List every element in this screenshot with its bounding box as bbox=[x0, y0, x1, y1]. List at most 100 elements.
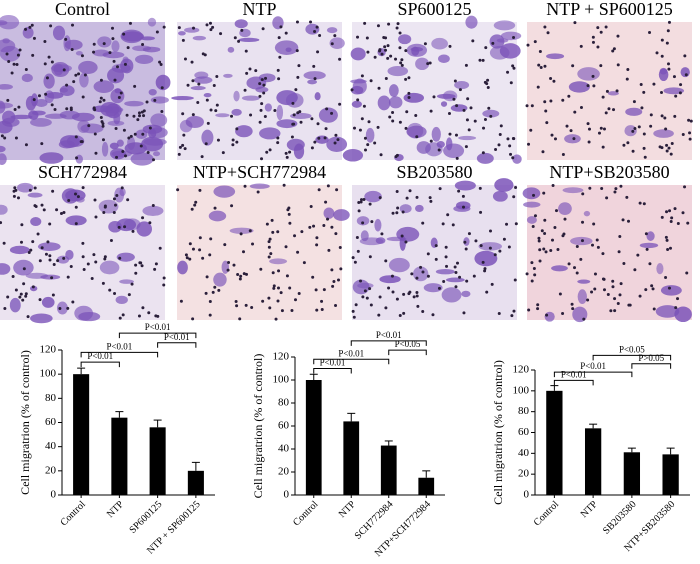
pore bbox=[660, 38, 664, 42]
pore bbox=[573, 266, 577, 270]
pore bbox=[567, 94, 571, 98]
pore bbox=[354, 303, 358, 307]
pore bbox=[497, 312, 501, 316]
cell bbox=[326, 136, 348, 153]
pore bbox=[363, 148, 367, 152]
pore bbox=[29, 248, 33, 252]
pore bbox=[513, 278, 517, 282]
pore bbox=[398, 31, 402, 35]
pore bbox=[118, 256, 122, 260]
pore bbox=[70, 48, 74, 52]
cell bbox=[655, 305, 680, 318]
pore bbox=[103, 255, 107, 259]
pore bbox=[21, 298, 25, 302]
pore bbox=[396, 206, 400, 210]
pore bbox=[262, 91, 266, 95]
pore bbox=[133, 132, 137, 136]
pore bbox=[115, 193, 119, 197]
pore bbox=[600, 187, 604, 191]
pore bbox=[388, 115, 392, 119]
pore bbox=[553, 225, 557, 229]
panel-label: NTP + SP600125 bbox=[546, 0, 673, 19]
pore bbox=[274, 317, 278, 321]
cell bbox=[0, 153, 7, 165]
cell bbox=[203, 92, 212, 98]
cell bbox=[375, 237, 386, 244]
pore bbox=[414, 114, 418, 118]
pore bbox=[428, 61, 432, 65]
x-tick-label: NTP bbox=[337, 499, 358, 520]
pore bbox=[16, 196, 20, 200]
pore bbox=[51, 293, 55, 297]
pore bbox=[268, 237, 272, 241]
pore bbox=[484, 46, 488, 50]
pore bbox=[579, 44, 583, 48]
pore bbox=[613, 190, 617, 194]
pore bbox=[122, 128, 126, 132]
pore bbox=[511, 137, 515, 141]
pore bbox=[309, 205, 313, 209]
pore bbox=[183, 57, 187, 61]
pore bbox=[632, 100, 636, 104]
pore bbox=[668, 209, 672, 213]
pore bbox=[544, 109, 548, 113]
pore bbox=[15, 62, 19, 66]
pore bbox=[24, 294, 28, 298]
pore bbox=[488, 246, 492, 250]
pore bbox=[312, 64, 316, 68]
pore bbox=[663, 116, 667, 120]
cell bbox=[130, 152, 154, 166]
pore bbox=[514, 186, 518, 190]
cell bbox=[357, 282, 374, 289]
pore bbox=[441, 222, 445, 226]
cell bbox=[431, 37, 448, 50]
pore bbox=[591, 74, 595, 78]
pore bbox=[276, 299, 280, 303]
pore bbox=[115, 65, 119, 69]
panel-label: SP600125 bbox=[397, 0, 471, 19]
pore bbox=[81, 241, 85, 245]
cell bbox=[323, 207, 335, 219]
pore bbox=[110, 26, 114, 30]
pore bbox=[407, 76, 411, 80]
significance-bracket bbox=[313, 368, 352, 374]
pore bbox=[191, 113, 195, 117]
significance-bracket bbox=[80, 361, 120, 368]
pore bbox=[506, 137, 510, 141]
pore bbox=[434, 257, 438, 261]
pore bbox=[14, 136, 18, 140]
pore bbox=[415, 276, 419, 280]
pore bbox=[483, 267, 487, 271]
pore bbox=[613, 297, 617, 301]
cell bbox=[41, 296, 55, 308]
cell bbox=[61, 188, 79, 204]
pore bbox=[533, 273, 537, 277]
pore bbox=[631, 129, 635, 133]
pore bbox=[561, 234, 565, 238]
cell bbox=[231, 108, 242, 116]
micrograph bbox=[171, 16, 348, 161]
pore bbox=[628, 303, 632, 307]
pore bbox=[315, 236, 319, 240]
significance-bracket bbox=[553, 371, 633, 378]
significance-label: P<0.01 bbox=[580, 361, 606, 371]
pore bbox=[181, 112, 185, 116]
cell bbox=[656, 263, 664, 275]
pore bbox=[481, 58, 485, 62]
cell bbox=[494, 178, 514, 192]
pore bbox=[514, 222, 518, 226]
cell bbox=[10, 114, 33, 120]
y-tick-label: 0 bbox=[51, 489, 57, 501]
pore bbox=[551, 183, 555, 187]
pore bbox=[604, 25, 608, 29]
pore bbox=[669, 220, 673, 224]
pore bbox=[601, 145, 605, 149]
pore bbox=[464, 145, 468, 149]
pore bbox=[579, 105, 583, 109]
cell bbox=[568, 81, 590, 93]
pore bbox=[363, 136, 367, 140]
cell bbox=[79, 72, 89, 88]
pore bbox=[544, 250, 548, 254]
pore bbox=[395, 297, 399, 301]
cell bbox=[259, 127, 281, 140]
